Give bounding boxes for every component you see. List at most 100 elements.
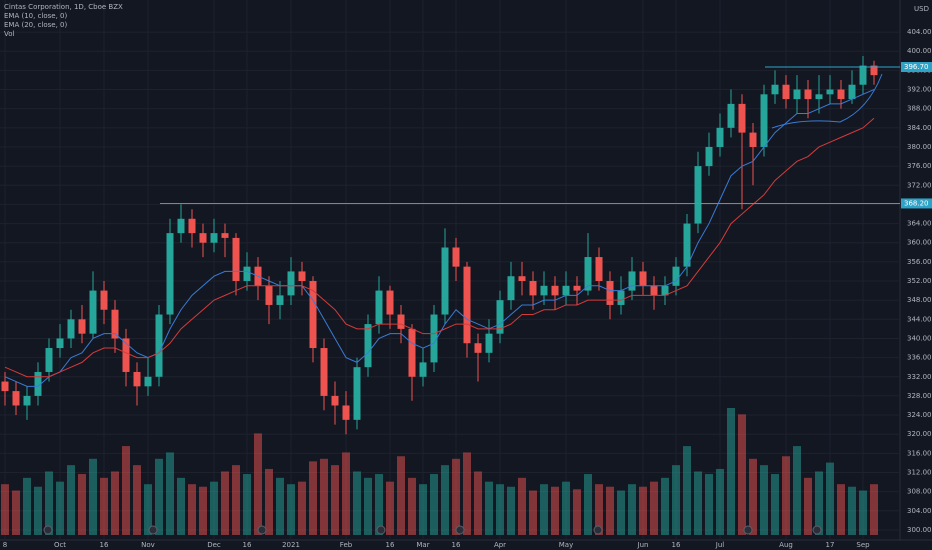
- level-label: 396.70: [904, 63, 929, 71]
- volume-bar: [683, 446, 691, 535]
- volume-bar: [353, 471, 361, 535]
- legend-entry: EMA (20, close, 0): [4, 21, 67, 29]
- candle-body: [452, 247, 460, 267]
- candle-body: [507, 276, 515, 301]
- candle-body: [628, 271, 636, 291]
- y-tick-label: 336.00: [907, 354, 932, 362]
- candle-body: [694, 166, 702, 224]
- volume-bar: [67, 465, 75, 535]
- y-tick-label: 328.00: [907, 392, 932, 400]
- volume-bar: [837, 484, 845, 535]
- y-tick-label: 404.00: [907, 28, 932, 36]
- volume-bar: [221, 471, 229, 535]
- candle-body: [595, 257, 603, 282]
- volume-bar: [331, 465, 339, 535]
- candle-body: [639, 271, 647, 286]
- volume-bar: [639, 486, 647, 535]
- candle-body: [496, 300, 504, 334]
- x-tick-label: 16: [243, 541, 252, 549]
- volume-bar: [23, 477, 31, 535]
- candle-body: [441, 247, 449, 315]
- currency-label: USD: [914, 5, 929, 13]
- y-tick-label: 304.00: [907, 507, 932, 515]
- volume-bar: [562, 481, 570, 535]
- volume-bar: [441, 465, 449, 535]
- candle-body: [584, 257, 592, 291]
- candle-body: [298, 271, 306, 282]
- candle-body: [859, 65, 867, 85]
- volume-bar: [771, 474, 779, 535]
- volume-bar: [298, 481, 306, 535]
- y-tick-label: 320.00: [907, 430, 932, 438]
- volume-bar: [617, 490, 625, 535]
- candle-body: [551, 285, 559, 296]
- x-tick-label: May: [559, 541, 573, 549]
- candle-body: [826, 89, 834, 95]
- legend-entry: Vol: [4, 30, 15, 38]
- volume-bar: [155, 458, 163, 535]
- volume-bar: [364, 477, 372, 535]
- volume-bar: [760, 465, 768, 535]
- candle-body: [573, 285, 581, 291]
- volume-bar: [386, 481, 394, 535]
- x-tick-label: Oct: [54, 541, 66, 549]
- y-tick-label: 388.00: [907, 105, 932, 113]
- candle-body: [122, 338, 130, 372]
- candle-body: [529, 281, 537, 296]
- candle-body: [133, 371, 141, 387]
- volume-bar: [518, 477, 526, 535]
- y-tick-label: 392.00: [907, 86, 932, 94]
- candle-body: [617, 290, 625, 305]
- y-tick-label: 344.00: [907, 315, 932, 323]
- volume-bar: [199, 486, 207, 535]
- candle-body: [760, 94, 768, 147]
- candle-body: [56, 338, 64, 349]
- volume-bar: [529, 490, 537, 535]
- x-tick-label: Jul: [715, 541, 725, 549]
- candle-body: [727, 103, 735, 128]
- x-tick-label: 2021: [282, 541, 300, 549]
- volume-bar: [694, 471, 702, 535]
- volume-bar: [628, 484, 636, 535]
- volume-bar: [738, 414, 746, 535]
- x-tick-label: Mar: [416, 541, 429, 549]
- y-tick-label: 372.00: [907, 181, 932, 189]
- volume-bar: [78, 474, 86, 535]
- x-tick-label: 17: [826, 541, 835, 549]
- volume-bar: [463, 452, 471, 535]
- x-tick-label: 16: [672, 541, 681, 549]
- volume-bar: [430, 474, 438, 535]
- volume-bar: [650, 481, 658, 535]
- candle-body: [672, 266, 680, 286]
- volume-bar: [716, 468, 724, 535]
- candle-body: [199, 233, 207, 243]
- y-tick-label: 356.00: [907, 258, 932, 266]
- volume-bar: [804, 477, 812, 535]
- volume-bar: [606, 486, 614, 535]
- candle-body: [177, 218, 185, 234]
- candle-body: [1, 381, 9, 392]
- volume-bar: [232, 465, 240, 535]
- volume-bar: [782, 456, 790, 535]
- candle-body: [188, 218, 196, 234]
- event-icon: [376, 525, 386, 535]
- legend-entry: EMA (10, close, 0): [4, 12, 67, 20]
- volume: [1, 408, 878, 535]
- volume-bar: [254, 433, 262, 535]
- y-tick-label: 352.00: [907, 277, 932, 285]
- candle-body: [870, 65, 878, 76]
- candle-body: [463, 266, 471, 344]
- volume-bar: [287, 484, 295, 535]
- candle-body: [155, 314, 163, 377]
- ema-line: [4, 117, 875, 378]
- event-icon: [812, 525, 822, 535]
- y-tick-label: 340.00: [907, 334, 932, 342]
- candle-body: [45, 348, 53, 372]
- candle-body: [540, 285, 548, 296]
- candle-body: [397, 314, 405, 329]
- y-tick-label: 312.00: [907, 469, 932, 477]
- candle-body: [782, 84, 790, 100]
- volume-bar: [474, 471, 482, 535]
- y-tick-label: 348.00: [907, 296, 932, 304]
- x-tick-label: Nov: [141, 541, 155, 549]
